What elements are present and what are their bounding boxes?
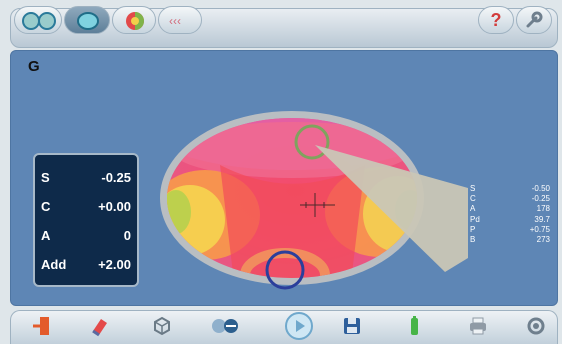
marks-icon: ‹‹‹ <box>169 14 181 28</box>
floppy-disk-icon <box>344 318 360 334</box>
measurement-readout: S -0.50 C -0.25 A 178 Pd 39.7 P +0.75 B … <box>470 184 550 245</box>
play-button[interactable] <box>284 311 314 341</box>
readout-value: -0.50 <box>531 184 550 193</box>
param-label: Add <box>41 257 67 272</box>
readout-value: +0.75 <box>529 224 550 234</box>
readout-label: C <box>470 194 476 204</box>
save-button[interactable] <box>340 314 364 338</box>
play-icon <box>285 312 313 340</box>
param-value: 0 <box>123 228 131 243</box>
readout-value: 39.7 <box>534 214 550 224</box>
eraser-icon <box>92 319 107 337</box>
readout-row: B 273 <box>470 235 550 245</box>
prescription-panel: S -0.25 C +0.00 A 0 Add +2.00 <box>33 153 139 287</box>
battery-icon <box>411 316 418 335</box>
readout-row: A 178 <box>470 204 550 214</box>
single-lens-icon <box>77 12 99 30</box>
param-value: -0.25 <box>101 170 131 185</box>
readout-row: P +0.75 <box>470 225 550 235</box>
tab-marks[interactable]: ‹‹‹ <box>158 6 202 34</box>
param-value: +2.00 <box>98 257 131 272</box>
readout-value: 273 <box>536 235 550 245</box>
lenses-measure-icon <box>212 319 238 333</box>
param-row: Add +2.00 <box>41 250 131 279</box>
exit-door-icon <box>33 317 49 335</box>
tab-both-lenses[interactable] <box>14 6 62 34</box>
color-map-icon <box>126 12 144 30</box>
readout-value: 178 <box>536 204 550 214</box>
tab-single-lens[interactable] <box>64 6 110 34</box>
measure-button[interactable] <box>210 314 240 338</box>
two-lenses-icon <box>22 12 56 30</box>
param-value: +0.00 <box>98 199 131 214</box>
readout-row: C -0.25 <box>470 194 550 204</box>
lens-type-button[interactable] <box>150 314 174 338</box>
readout-label: B <box>470 235 476 245</box>
readout-label: P <box>470 224 476 234</box>
tools-icon <box>527 317 545 335</box>
tools-button[interactable] <box>524 314 548 338</box>
exit-button[interactable] <box>30 314 54 338</box>
param-label: C <box>41 199 51 214</box>
param-label: A <box>41 228 51 243</box>
param-label: S <box>41 170 50 185</box>
param-row: A 0 <box>41 221 131 250</box>
eye-indicator: G <box>28 58 40 75</box>
print-button[interactable] <box>466 314 490 338</box>
lens-shape-icon <box>154 316 170 336</box>
settings-button[interactable] <box>516 6 552 34</box>
help-button[interactable]: ? <box>478 6 514 34</box>
printer-icon <box>470 317 486 335</box>
wrench-icon <box>526 11 543 28</box>
readout-label: A <box>470 204 476 214</box>
readout-row: Pd 39.7 <box>470 215 550 225</box>
battery-button[interactable] <box>402 314 426 338</box>
readout-label: S <box>470 184 476 193</box>
tab-color-map[interactable] <box>112 6 156 34</box>
readout-value: -0.25 <box>531 194 550 204</box>
help-label: ? <box>490 9 502 30</box>
param-row: S -0.25 <box>41 163 131 192</box>
svg-text:‹‹‹: ‹‹‹ <box>169 14 181 28</box>
readout-label: Pd <box>470 214 480 224</box>
param-row: C +0.00 <box>41 192 131 221</box>
readout-row: S -0.50 <box>470 184 550 194</box>
erase-button[interactable] <box>88 314 112 338</box>
